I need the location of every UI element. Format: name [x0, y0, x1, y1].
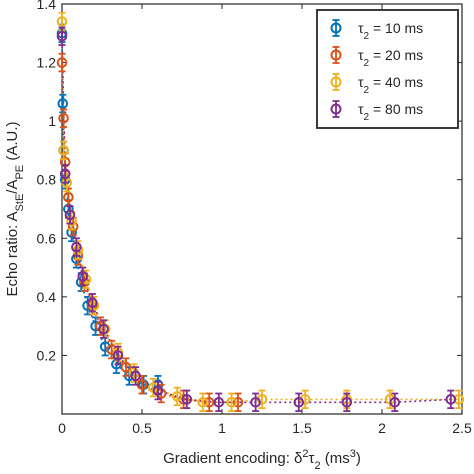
legend-marker: [330, 76, 342, 88]
marker: [130, 370, 141, 382]
marker: [63, 191, 74, 203]
data-point: [445, 389, 457, 410]
marker: [58, 112, 69, 124]
data-point: [226, 392, 237, 412]
fit-line: [61, 33, 158, 386]
marker: [64, 209, 76, 221]
data-point: [71, 237, 82, 257]
y-tick-label: 0.6: [37, 230, 57, 246]
y-tick-label: 1.2: [37, 55, 57, 71]
marker: [181, 394, 193, 405]
legend-marker: [330, 22, 342, 34]
data-point: [232, 392, 244, 412]
y-tick-label: 0.8: [37, 172, 57, 188]
x-tick-label: 1.5: [292, 420, 312, 436]
data-point: [341, 392, 353, 412]
y-axis-label: Echo ratio: AStE/APE (A.U.): [4, 121, 26, 296]
y-tick-label: 1: [48, 113, 56, 129]
marker: [56, 30, 68, 42]
y-tick-label: 0.4: [37, 289, 57, 305]
x-tick-label: 2: [378, 420, 386, 436]
legend-marker: [330, 49, 342, 61]
marker: [112, 350, 124, 361]
data-point: [87, 293, 98, 313]
data-points: [56, 11, 465, 412]
x-tick-label: 2.5: [452, 420, 472, 436]
marker: [389, 396, 401, 408]
data-point: [56, 52, 68, 73]
marker: [66, 215, 77, 227]
data-point: [171, 386, 183, 407]
plot-frame: [61, 3, 463, 415]
y-tick-label: 0.2: [37, 347, 57, 363]
marker: [77, 271, 89, 282]
data-point: [59, 164, 71, 184]
data-point: [213, 392, 225, 412]
marker: [445, 394, 457, 405]
data-point: [130, 366, 141, 386]
x-axis-label: Gradient encoding: δ2τ2 (ms3): [163, 448, 361, 472]
data-point: [120, 357, 132, 377]
axes: 0 0.5 1 1.5 2 2.5 0.2 0.4 0.6 0.8 1 1.2 1.4: [37, 0, 472, 436]
marker: [71, 241, 82, 253]
x-tick-label: 0: [58, 420, 66, 436]
data-point: [293, 392, 305, 412]
marker: [59, 168, 71, 180]
legend-marker: [330, 103, 342, 115]
marker: [171, 391, 183, 402]
marker: [98, 323, 109, 335]
marker: [203, 396, 215, 408]
marker: [232, 396, 244, 408]
y-tick-label: 1.4: [37, 0, 57, 12]
marker: [57, 98, 69, 109]
data-point: [203, 392, 215, 412]
marker: [213, 396, 225, 408]
fit-line: [61, 62, 238, 404]
data-point: [56, 26, 68, 46]
data-point: [77, 266, 89, 287]
marker: [56, 57, 68, 68]
data-point: [384, 389, 396, 410]
data-point: [58, 108, 69, 128]
data-point: [181, 389, 193, 410]
marker: [87, 297, 98, 309]
data-point: [56, 11, 68, 32]
marker: [120, 361, 132, 373]
data-point: [389, 392, 401, 412]
marker: [58, 145, 69, 156]
marker: [152, 385, 164, 396]
x-tick-label: 0.5: [132, 420, 152, 436]
marker: [341, 396, 353, 408]
data-point: [453, 389, 465, 410]
data-point: [64, 205, 76, 225]
marker: [293, 396, 305, 408]
marker: [197, 396, 209, 408]
data-point: [250, 392, 261, 412]
data-point: [98, 319, 109, 339]
marker: [226, 396, 237, 408]
marker: [56, 16, 68, 27]
marker: [67, 221, 79, 232]
axis-labels: Gradient encoding: δ2τ2 (ms3) Echo ratio:…: [4, 121, 361, 472]
data-point: [152, 380, 164, 401]
marker: [250, 396, 261, 408]
data-point: [58, 140, 69, 161]
data-point: [197, 392, 209, 412]
x-tick-label: 1: [218, 420, 226, 436]
data-point: [112, 345, 124, 366]
